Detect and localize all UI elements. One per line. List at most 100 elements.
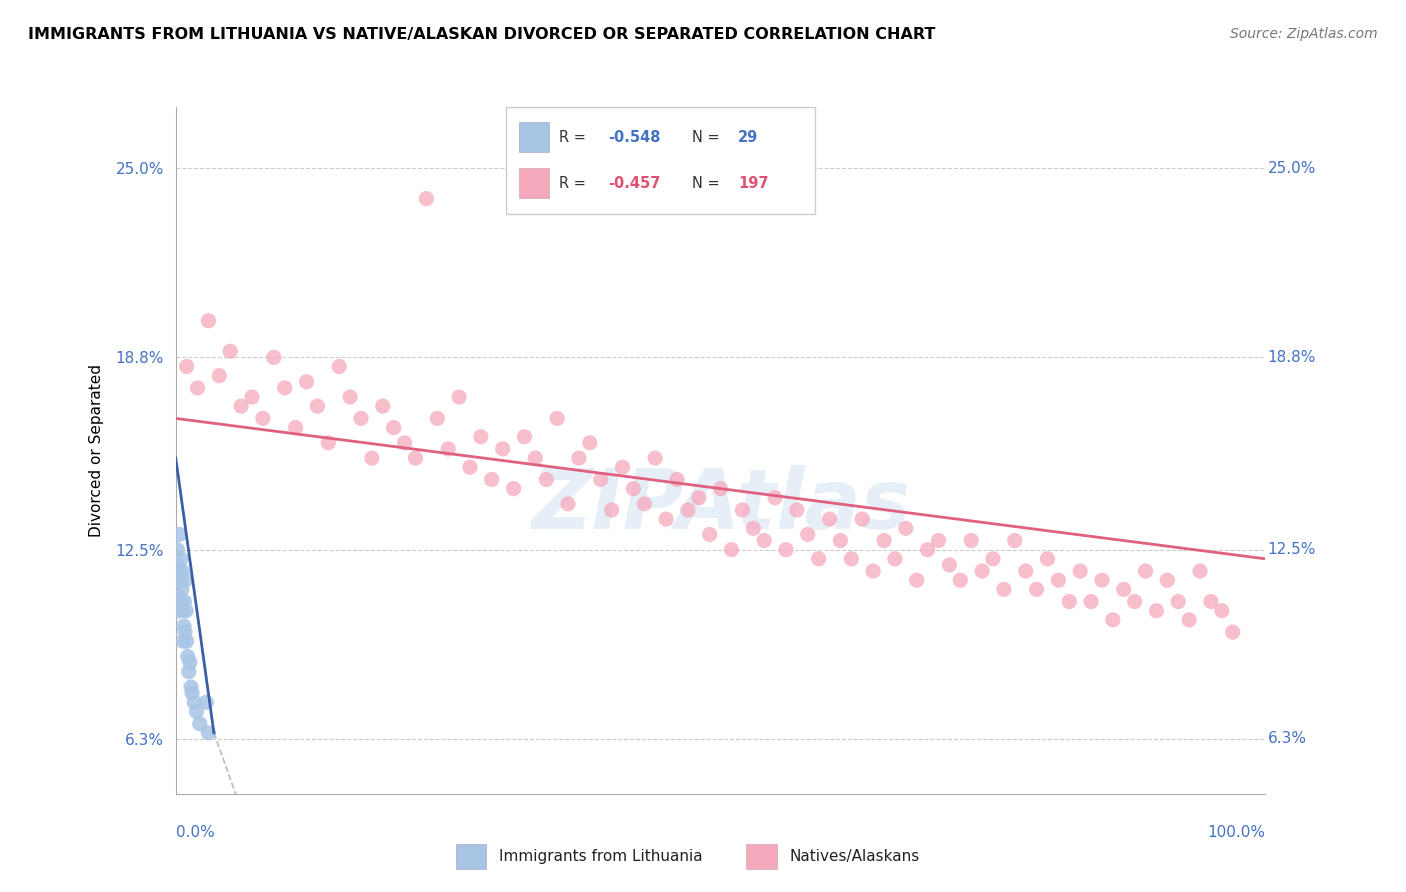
Point bbox=[167, 564, 190, 578]
Point bbox=[382, 420, 405, 434]
Point bbox=[731, 503, 754, 517]
Point bbox=[186, 705, 208, 719]
Point bbox=[197, 726, 219, 740]
Point bbox=[1199, 594, 1222, 608]
Point bbox=[524, 451, 547, 466]
Text: R =: R = bbox=[558, 176, 591, 191]
Bar bbox=[747, 844, 778, 869]
Point bbox=[1069, 564, 1091, 578]
Point bbox=[426, 411, 449, 425]
Point bbox=[720, 542, 742, 557]
Point bbox=[177, 665, 200, 679]
Point bbox=[169, 594, 191, 608]
Point bbox=[1222, 625, 1244, 640]
Point bbox=[710, 482, 733, 496]
Point bbox=[960, 533, 983, 548]
Point bbox=[307, 399, 329, 413]
Point bbox=[1004, 533, 1026, 548]
Point bbox=[394, 435, 416, 450]
Text: IMMIGRANTS FROM LITHUANIA VS NATIVE/ALASKAN DIVORCED OR SEPARATED CORRELATION CH: IMMIGRANTS FROM LITHUANIA VS NATIVE/ALAS… bbox=[28, 27, 935, 42]
Point bbox=[174, 573, 197, 587]
Point bbox=[1102, 613, 1125, 627]
Point bbox=[371, 399, 394, 413]
Point bbox=[1036, 551, 1059, 566]
Point bbox=[361, 451, 384, 466]
Point bbox=[174, 604, 197, 618]
Point bbox=[318, 435, 340, 450]
Point bbox=[600, 503, 623, 517]
Point bbox=[458, 460, 481, 475]
Point bbox=[763, 491, 786, 505]
Point bbox=[295, 375, 318, 389]
Text: 197: 197 bbox=[738, 176, 769, 191]
Text: 29: 29 bbox=[738, 129, 758, 145]
Point bbox=[928, 533, 950, 548]
Text: 12.5%: 12.5% bbox=[1268, 542, 1316, 558]
Point bbox=[172, 604, 194, 618]
Point bbox=[905, 573, 928, 587]
Y-axis label: Divorced or Separated: Divorced or Separated bbox=[90, 364, 104, 537]
Point bbox=[1211, 604, 1233, 618]
Text: 100.0%: 100.0% bbox=[1208, 825, 1265, 839]
Point bbox=[644, 451, 666, 466]
Point bbox=[949, 573, 972, 587]
Point bbox=[437, 442, 460, 456]
Text: Source: ZipAtlas.com: Source: ZipAtlas.com bbox=[1230, 27, 1378, 41]
Point bbox=[862, 564, 884, 578]
Point bbox=[917, 542, 939, 557]
Point bbox=[170, 551, 193, 566]
Point bbox=[173, 594, 195, 608]
Point bbox=[173, 619, 195, 633]
Point bbox=[174, 625, 197, 640]
Point bbox=[176, 359, 198, 374]
Point bbox=[1080, 594, 1102, 608]
Text: R =: R = bbox=[558, 129, 591, 145]
Point bbox=[655, 512, 678, 526]
Point bbox=[1025, 582, 1047, 597]
Text: Immigrants from Lithuania: Immigrants from Lithuania bbox=[499, 849, 703, 863]
Point bbox=[167, 604, 190, 618]
Point bbox=[981, 551, 1004, 566]
Point bbox=[167, 558, 190, 572]
Point bbox=[166, 542, 188, 557]
Point bbox=[350, 411, 373, 425]
Point bbox=[274, 381, 297, 395]
Point bbox=[181, 686, 204, 700]
Point bbox=[1156, 573, 1178, 587]
Point bbox=[938, 558, 960, 572]
Point bbox=[197, 314, 219, 328]
Point bbox=[502, 482, 524, 496]
Text: Natives/Alaskans: Natives/Alaskans bbox=[790, 849, 920, 863]
Point bbox=[1189, 564, 1212, 578]
Point bbox=[666, 473, 689, 487]
Point bbox=[851, 512, 873, 526]
Point bbox=[676, 503, 699, 517]
Point bbox=[1146, 604, 1168, 618]
Point bbox=[284, 420, 307, 434]
Text: 6.3%: 6.3% bbox=[1268, 731, 1306, 747]
Point bbox=[894, 521, 917, 535]
Point bbox=[797, 527, 820, 541]
Point bbox=[240, 390, 263, 404]
FancyBboxPatch shape bbox=[506, 107, 815, 214]
Point bbox=[884, 551, 907, 566]
Point bbox=[1112, 582, 1135, 597]
Point bbox=[339, 390, 361, 404]
Bar bbox=[519, 168, 550, 198]
Point bbox=[188, 716, 211, 731]
Point bbox=[754, 533, 776, 548]
Point bbox=[841, 551, 863, 566]
Point bbox=[169, 527, 191, 541]
Point bbox=[176, 634, 198, 648]
Point bbox=[481, 473, 503, 487]
Point bbox=[1167, 594, 1189, 608]
Bar bbox=[519, 122, 550, 152]
Point bbox=[1047, 573, 1070, 587]
Point bbox=[873, 533, 896, 548]
Point bbox=[183, 695, 205, 709]
Point bbox=[589, 473, 612, 487]
Point bbox=[830, 533, 852, 548]
Text: N =: N = bbox=[692, 176, 724, 191]
Point bbox=[513, 430, 536, 444]
Point bbox=[1178, 613, 1201, 627]
